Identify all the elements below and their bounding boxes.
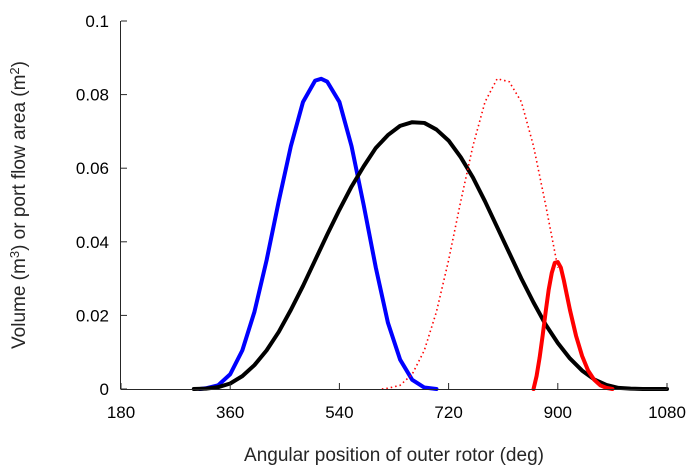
y-tick-label: 0.02 — [76, 306, 109, 325]
x-ticks: 180 360 540 720 900 1080 — [107, 383, 686, 422]
y-label-part: Volume (m — [9, 258, 30, 349]
y-label-superscript: 2 — [7, 67, 22, 74]
y-label-part: ) — [9, 61, 30, 67]
x-tick-label: 540 — [325, 403, 353, 422]
y-tick-label: 0.08 — [76, 86, 109, 105]
series-line-4 — [531, 260, 615, 391]
series-line-2 — [191, 120, 669, 391]
x-tick-label: 900 — [544, 403, 572, 422]
x-tick-label: 180 — [107, 403, 135, 422]
y-label-superscript: 3 — [7, 251, 22, 258]
x-axis-label: Angular position of outer rotor (deg) — [244, 445, 544, 466]
series-line-1 — [197, 76, 439, 391]
y-tick-label: 0.04 — [76, 233, 109, 252]
x-tick-label: 1080 — [648, 403, 686, 422]
plot-lines — [191, 76, 669, 391]
y-ticks: 0 0.02 0.04 0.06 0.08 0.1 — [76, 12, 127, 399]
y-tick-label: 0.06 — [76, 159, 109, 178]
x-tick-label: 360 — [216, 403, 244, 422]
y-label-part: ) or port flow area (m — [9, 75, 30, 251]
y-axis-label: Volume (m3) or port flow area (m2) — [7, 61, 30, 349]
x-tick-label: 720 — [434, 403, 462, 422]
y-tick-label: 0 — [100, 380, 109, 399]
series-line-3 — [381, 77, 559, 390]
y-tick-label: 0.1 — [85, 12, 109, 31]
